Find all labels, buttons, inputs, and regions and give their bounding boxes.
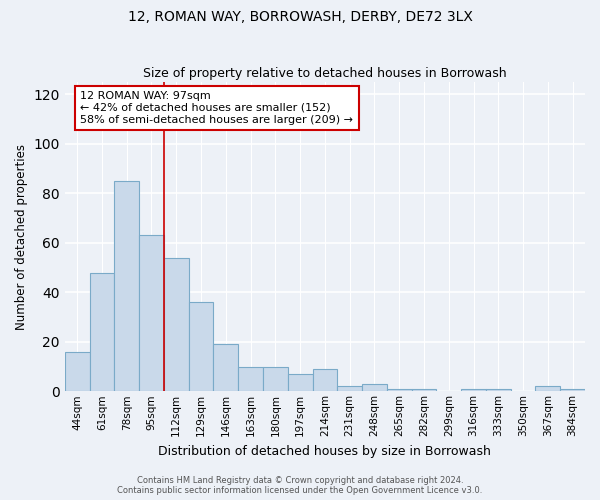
Bar	[313, 369, 337, 392]
Bar	[115, 181, 139, 392]
Bar	[362, 384, 387, 392]
Bar	[486, 389, 511, 392]
Bar	[263, 366, 288, 392]
Y-axis label: Number of detached properties: Number of detached properties	[15, 144, 28, 330]
Text: 12, ROMAN WAY, BORROWASH, DERBY, DE72 3LX: 12, ROMAN WAY, BORROWASH, DERBY, DE72 3L…	[128, 10, 472, 24]
Bar	[288, 374, 313, 392]
Bar	[188, 302, 214, 392]
Bar	[387, 389, 412, 392]
X-axis label: Distribution of detached houses by size in Borrowash: Distribution of detached houses by size …	[158, 444, 491, 458]
Bar	[412, 389, 436, 392]
Bar	[65, 352, 89, 392]
Bar	[238, 366, 263, 392]
Bar	[337, 386, 362, 392]
Text: 12 ROMAN WAY: 97sqm
← 42% of detached houses are smaller (152)
58% of semi-detac: 12 ROMAN WAY: 97sqm ← 42% of detached ho…	[80, 92, 353, 124]
Bar	[461, 389, 486, 392]
Bar	[89, 272, 115, 392]
Bar	[139, 236, 164, 392]
Title: Size of property relative to detached houses in Borrowash: Size of property relative to detached ho…	[143, 66, 507, 80]
Bar	[164, 258, 188, 392]
Text: Contains HM Land Registry data © Crown copyright and database right 2024.
Contai: Contains HM Land Registry data © Crown c…	[118, 476, 482, 495]
Bar	[560, 389, 585, 392]
Bar	[214, 344, 238, 392]
Bar	[535, 386, 560, 392]
